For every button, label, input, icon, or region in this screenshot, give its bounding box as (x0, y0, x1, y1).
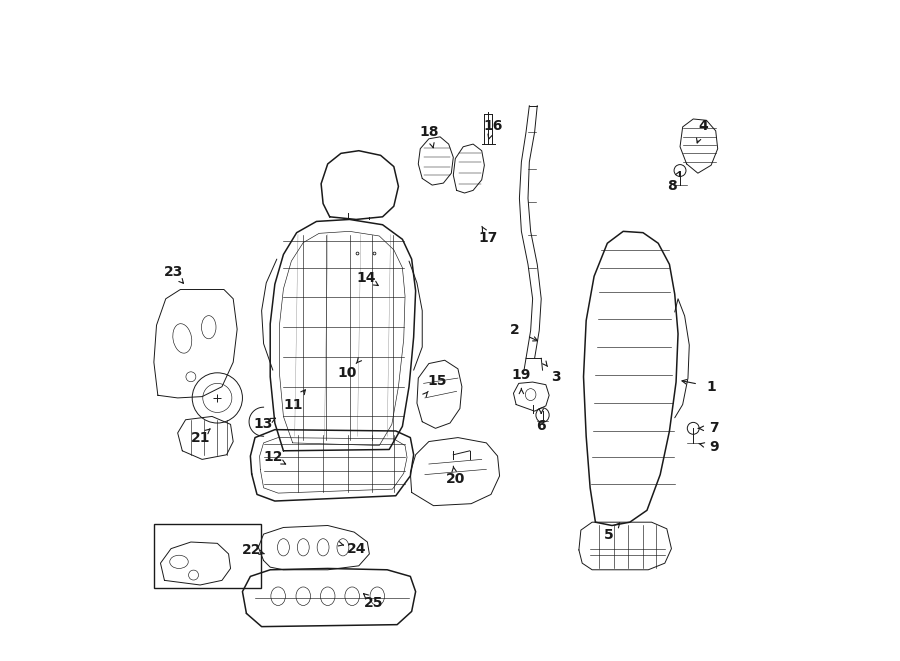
Text: 7: 7 (709, 421, 719, 436)
Text: 8: 8 (667, 179, 677, 194)
Text: 21: 21 (191, 430, 210, 445)
Text: 12: 12 (263, 450, 283, 465)
Text: 15: 15 (427, 374, 446, 389)
Text: 14: 14 (356, 270, 376, 285)
Text: 1: 1 (706, 379, 716, 394)
Text: 20: 20 (446, 472, 465, 486)
Text: 19: 19 (512, 368, 531, 383)
Text: 4: 4 (698, 118, 708, 133)
Text: 6: 6 (536, 419, 546, 434)
Text: 17: 17 (479, 231, 498, 245)
Text: 23: 23 (164, 265, 184, 280)
Text: 25: 25 (364, 596, 383, 610)
Text: 18: 18 (419, 125, 438, 139)
Text: 2: 2 (510, 323, 519, 338)
Text: 11: 11 (284, 397, 303, 412)
Text: 9: 9 (709, 440, 719, 455)
Text: 16: 16 (483, 118, 503, 133)
Bar (154, 524, 261, 588)
Text: 3: 3 (551, 369, 561, 384)
Text: 5: 5 (604, 528, 614, 543)
Text: 10: 10 (338, 366, 357, 381)
Text: 22: 22 (242, 543, 262, 557)
Text: 13: 13 (254, 417, 274, 432)
Text: 24: 24 (346, 541, 366, 556)
